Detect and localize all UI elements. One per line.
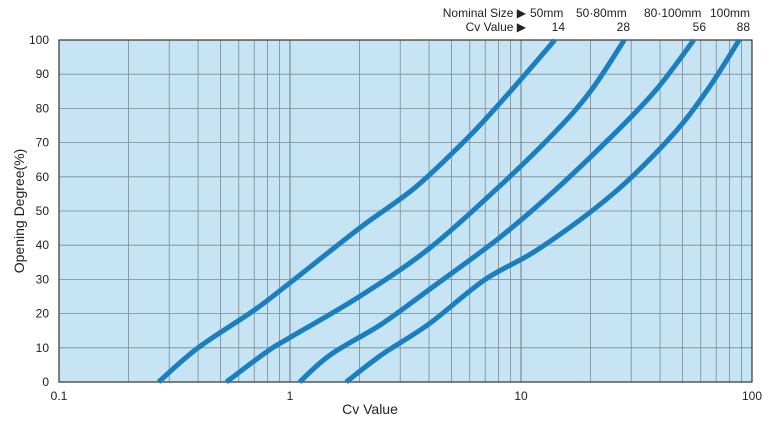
x-tick-labels: 0.1 1 10 100 bbox=[51, 389, 763, 403]
cv-value-4: 88 bbox=[737, 20, 751, 34]
nominal-size-3: 80·100mm bbox=[644, 6, 701, 20]
nominal-size-label: Nominal Size ▶ bbox=[443, 6, 527, 20]
y-tick-label: 100 bbox=[29, 33, 49, 47]
x-tick-label: 0.1 bbox=[51, 389, 68, 403]
x-tick-label: 100 bbox=[742, 389, 762, 403]
y-axis-title: Opening Degree(%) bbox=[11, 149, 27, 274]
header-legend: Nominal Size ▶ Cv Value ▶ 50mm 50·80mm 8… bbox=[443, 6, 751, 34]
y-tick-label: 10 bbox=[36, 341, 50, 355]
x-tick-label: 1 bbox=[287, 389, 294, 403]
y-tick-label: 30 bbox=[36, 272, 50, 286]
y-tick-labels: 0 10 20 30 40 50 60 70 80 90 100 bbox=[29, 33, 49, 389]
cv-value-label: Cv Value ▶ bbox=[466, 20, 527, 34]
cv-value-2: 28 bbox=[617, 20, 631, 34]
y-tick-label: 0 bbox=[42, 375, 49, 389]
y-tick-label: 80 bbox=[36, 101, 50, 115]
cv-value-1: 14 bbox=[552, 20, 566, 34]
nominal-size-2: 50·80mm bbox=[576, 6, 627, 20]
y-tick-label: 20 bbox=[36, 307, 50, 321]
y-tick-label: 70 bbox=[36, 136, 50, 150]
x-tick-label: 10 bbox=[514, 389, 528, 403]
y-tick-label: 50 bbox=[36, 204, 50, 218]
y-tick-label: 90 bbox=[36, 67, 50, 81]
x-axis-title: Cv Value bbox=[342, 401, 398, 417]
nominal-size-1: 50mm bbox=[530, 6, 563, 20]
cv-value-3: 56 bbox=[693, 20, 707, 34]
y-tick-label: 40 bbox=[36, 238, 50, 252]
y-tick-label: 60 bbox=[36, 170, 50, 184]
nominal-size-4: 100mm bbox=[710, 6, 750, 20]
